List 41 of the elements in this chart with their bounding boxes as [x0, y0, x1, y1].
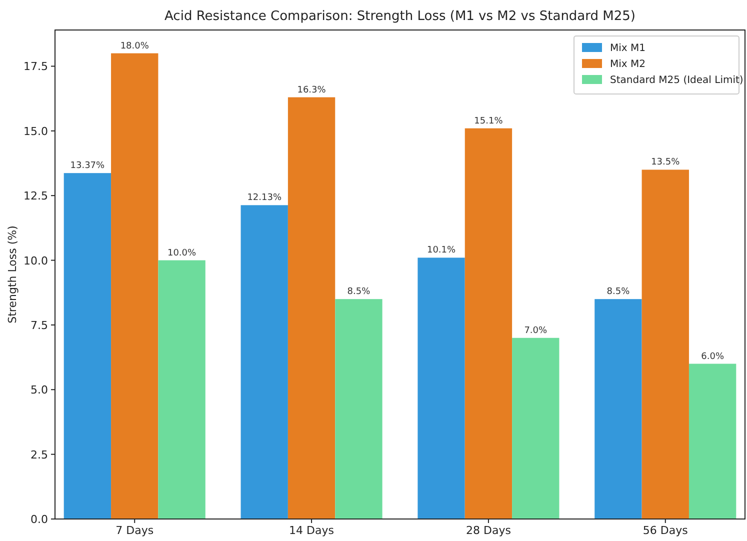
chart-title: Acid Resistance Comparison: Strength Loss (M1 vs M2 vs Standard M25) [164, 9, 636, 24]
data-label: 10.1% [426, 246, 456, 256]
bar [688, 364, 736, 519]
data-label: 8.5% [606, 287, 630, 298]
data-label: 7.0% [524, 326, 548, 336]
y-tick-label: 17.5 [24, 60, 48, 74]
y-tick-label: 15.0 [24, 124, 48, 138]
bar [240, 205, 288, 519]
y-tick-label: 2.5 [30, 448, 48, 462]
data-label: 6.0% [701, 352, 724, 362]
x-tick-label: 14 Days [289, 524, 334, 537]
data-label: 13.5% [651, 158, 680, 168]
data-label: 16.3% [297, 85, 326, 96]
y-tick-label: 7.5 [30, 318, 48, 332]
data-label: 10.0% [168, 248, 197, 258]
bar [64, 173, 112, 519]
x-tick-label: 56 Days [642, 524, 688, 537]
legend-label: Mix M2 [610, 59, 646, 70]
legend-label: Standard M25 (Ideal Limit) [610, 75, 744, 86]
data-label: 18.0% [120, 41, 150, 52]
y-axis-title: Strength Loss (%) [6, 226, 19, 324]
bar [335, 299, 382, 519]
data-label: 12.13% [247, 193, 282, 204]
x-tick-label: 7 Days [116, 524, 154, 537]
bar [512, 338, 560, 519]
y-tick-label: 5.0 [30, 384, 48, 397]
bar [594, 299, 642, 519]
bar [288, 97, 336, 519]
bar [111, 53, 158, 519]
bar [418, 258, 465, 519]
bar [158, 260, 206, 519]
legend-label: Mix M1 [610, 43, 646, 54]
data-label: 13.37% [70, 161, 106, 172]
data-label: 8.5% [347, 287, 371, 298]
y-tick-label: 12.5 [24, 190, 48, 203]
bar [464, 128, 512, 519]
x-tick-label: 28 Days [466, 524, 512, 537]
data-label: 15.1% [474, 116, 504, 126]
bar [642, 170, 689, 519]
y-tick-label: 10.0 [24, 254, 48, 268]
y-tick-label: 0.0 [30, 513, 48, 526]
